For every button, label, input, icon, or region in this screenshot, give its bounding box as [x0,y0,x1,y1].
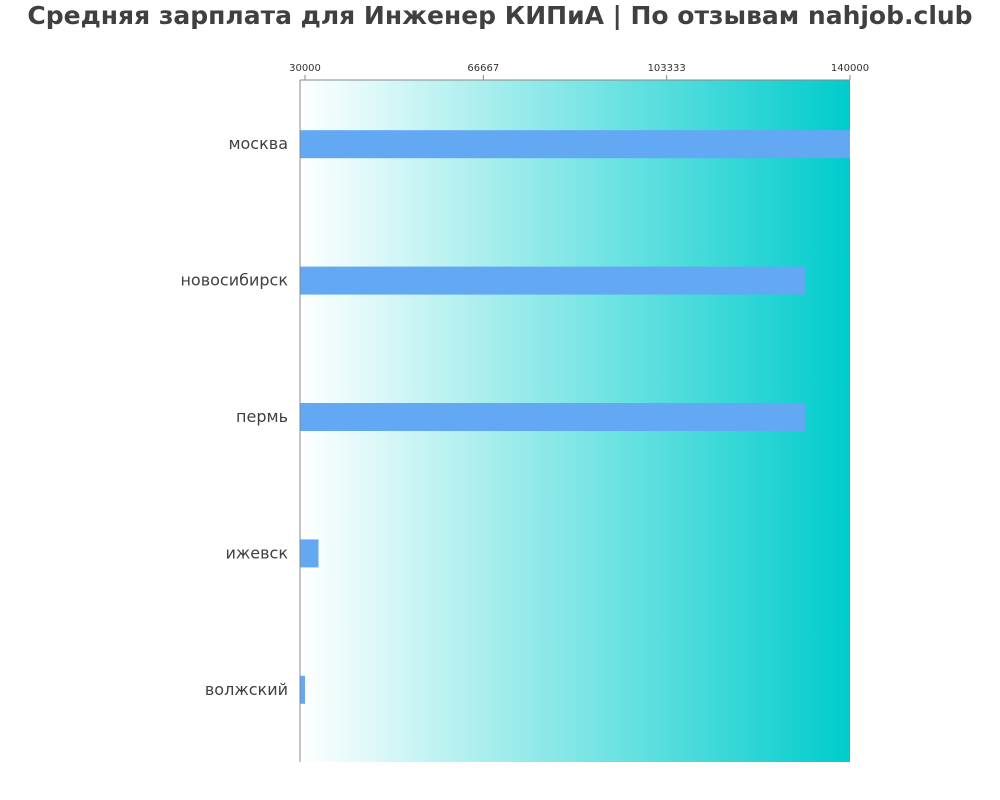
x-tick-label: 30000 [289,63,321,74]
category-label: москва [228,134,288,153]
category-label: новосибирск [180,271,288,290]
bar-4 [300,675,305,704]
bar-2 [300,403,805,431]
category-label: ижевск [225,543,288,562]
x-tick-label: 140000 [831,63,869,74]
category-label: пермь [236,407,288,426]
x-tick-label: 66667 [467,63,499,74]
x-tick-label: 103333 [648,63,686,74]
bar-3 [300,539,319,568]
bar-1 [300,266,805,295]
category-label: волжский [205,680,288,699]
chart-title: Средняя зарплата для Инженер КИПиА | По … [27,1,973,30]
bar-0 [300,130,850,159]
